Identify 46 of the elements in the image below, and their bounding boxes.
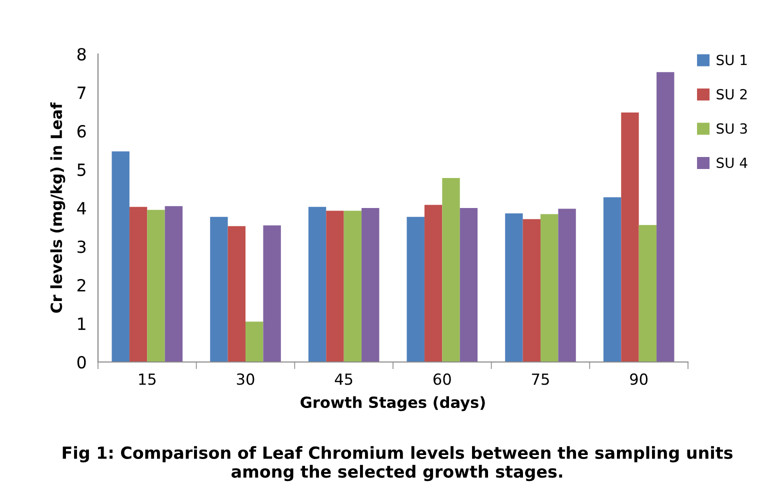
y-tick-label: 3 [78, 240, 86, 254]
legend-label: SU 1 [716, 54, 747, 66]
bar [638, 224, 657, 362]
bar [522, 219, 540, 362]
x-tick-label: 60 [434, 373, 451, 385]
legend-label: SU 2 [716, 89, 747, 100]
legend-label: SU 3 [716, 123, 747, 134]
caption: Fig 1: Comparison of Leaf Chromium levels between the sampling units among the selected growth stages. [62, 446, 732, 482]
legend-label: SU 4 [716, 158, 748, 168]
bar [460, 208, 478, 362]
x-tick-label: 45 [334, 374, 352, 385]
y-tick-label: 8 [77, 48, 86, 61]
x-axis-title: Growth Stages (days) [300, 396, 485, 412]
bar [164, 206, 183, 362]
bar [228, 226, 246, 362]
x-tick-label: 30 [236, 373, 254, 385]
y-tick-label: 6 [77, 124, 86, 138]
bar [362, 208, 380, 362]
bar [210, 216, 228, 362]
y-tick-label: 7 [78, 86, 86, 99]
x-tick-label: 75 [532, 374, 549, 385]
bar [263, 225, 281, 362]
bar [540, 214, 558, 362]
bar [621, 112, 639, 362]
bar [406, 216, 424, 362]
bar [505, 213, 523, 362]
x-tick-label: 15 [139, 374, 156, 385]
bar [603, 197, 622, 362]
bar [246, 322, 264, 362]
bar [424, 204, 442, 362]
bar [344, 210, 362, 362]
bar [442, 178, 460, 362]
bar [308, 206, 326, 362]
y-axis-title: Cr levels (mg/kg) in Leaf [50, 102, 66, 313]
bar [147, 210, 165, 362]
bar [129, 206, 148, 362]
bar [656, 72, 674, 362]
bar [112, 151, 130, 362]
y-tick-label: 2 [78, 278, 86, 292]
bar [558, 208, 576, 362]
y-tick-label: 4 [77, 202, 86, 214]
y-tick-label: 5 [78, 164, 86, 176]
bar [326, 210, 344, 362]
y-tick-label: 0 [77, 356, 86, 369]
y-tick-label: 1 [78, 318, 86, 330]
x-tick-label: 90 [630, 373, 648, 385]
